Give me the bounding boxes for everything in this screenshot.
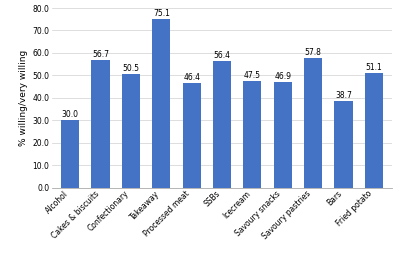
Text: 56.4: 56.4 [214,51,230,60]
Text: 50.5: 50.5 [122,64,140,73]
Bar [92,60,110,188]
Text: 30.0: 30.0 [62,110,79,119]
Y-axis label: % willing/very willing: % willing/very willing [19,50,28,146]
Bar [152,19,170,188]
Text: 38.7: 38.7 [335,91,352,100]
Bar [61,120,79,188]
Text: 51.1: 51.1 [366,63,382,72]
Bar [182,83,201,188]
Text: 46.4: 46.4 [183,73,200,82]
Text: 57.8: 57.8 [305,48,322,57]
Bar [122,74,140,188]
Text: 75.1: 75.1 [153,9,170,18]
Text: 56.7: 56.7 [92,50,109,59]
Bar [334,101,352,188]
Text: 46.9: 46.9 [274,72,291,81]
Text: 47.5: 47.5 [244,71,261,80]
Bar [365,73,383,188]
Bar [274,82,292,188]
Bar [304,58,322,188]
Bar [243,81,262,188]
Bar [213,61,231,188]
